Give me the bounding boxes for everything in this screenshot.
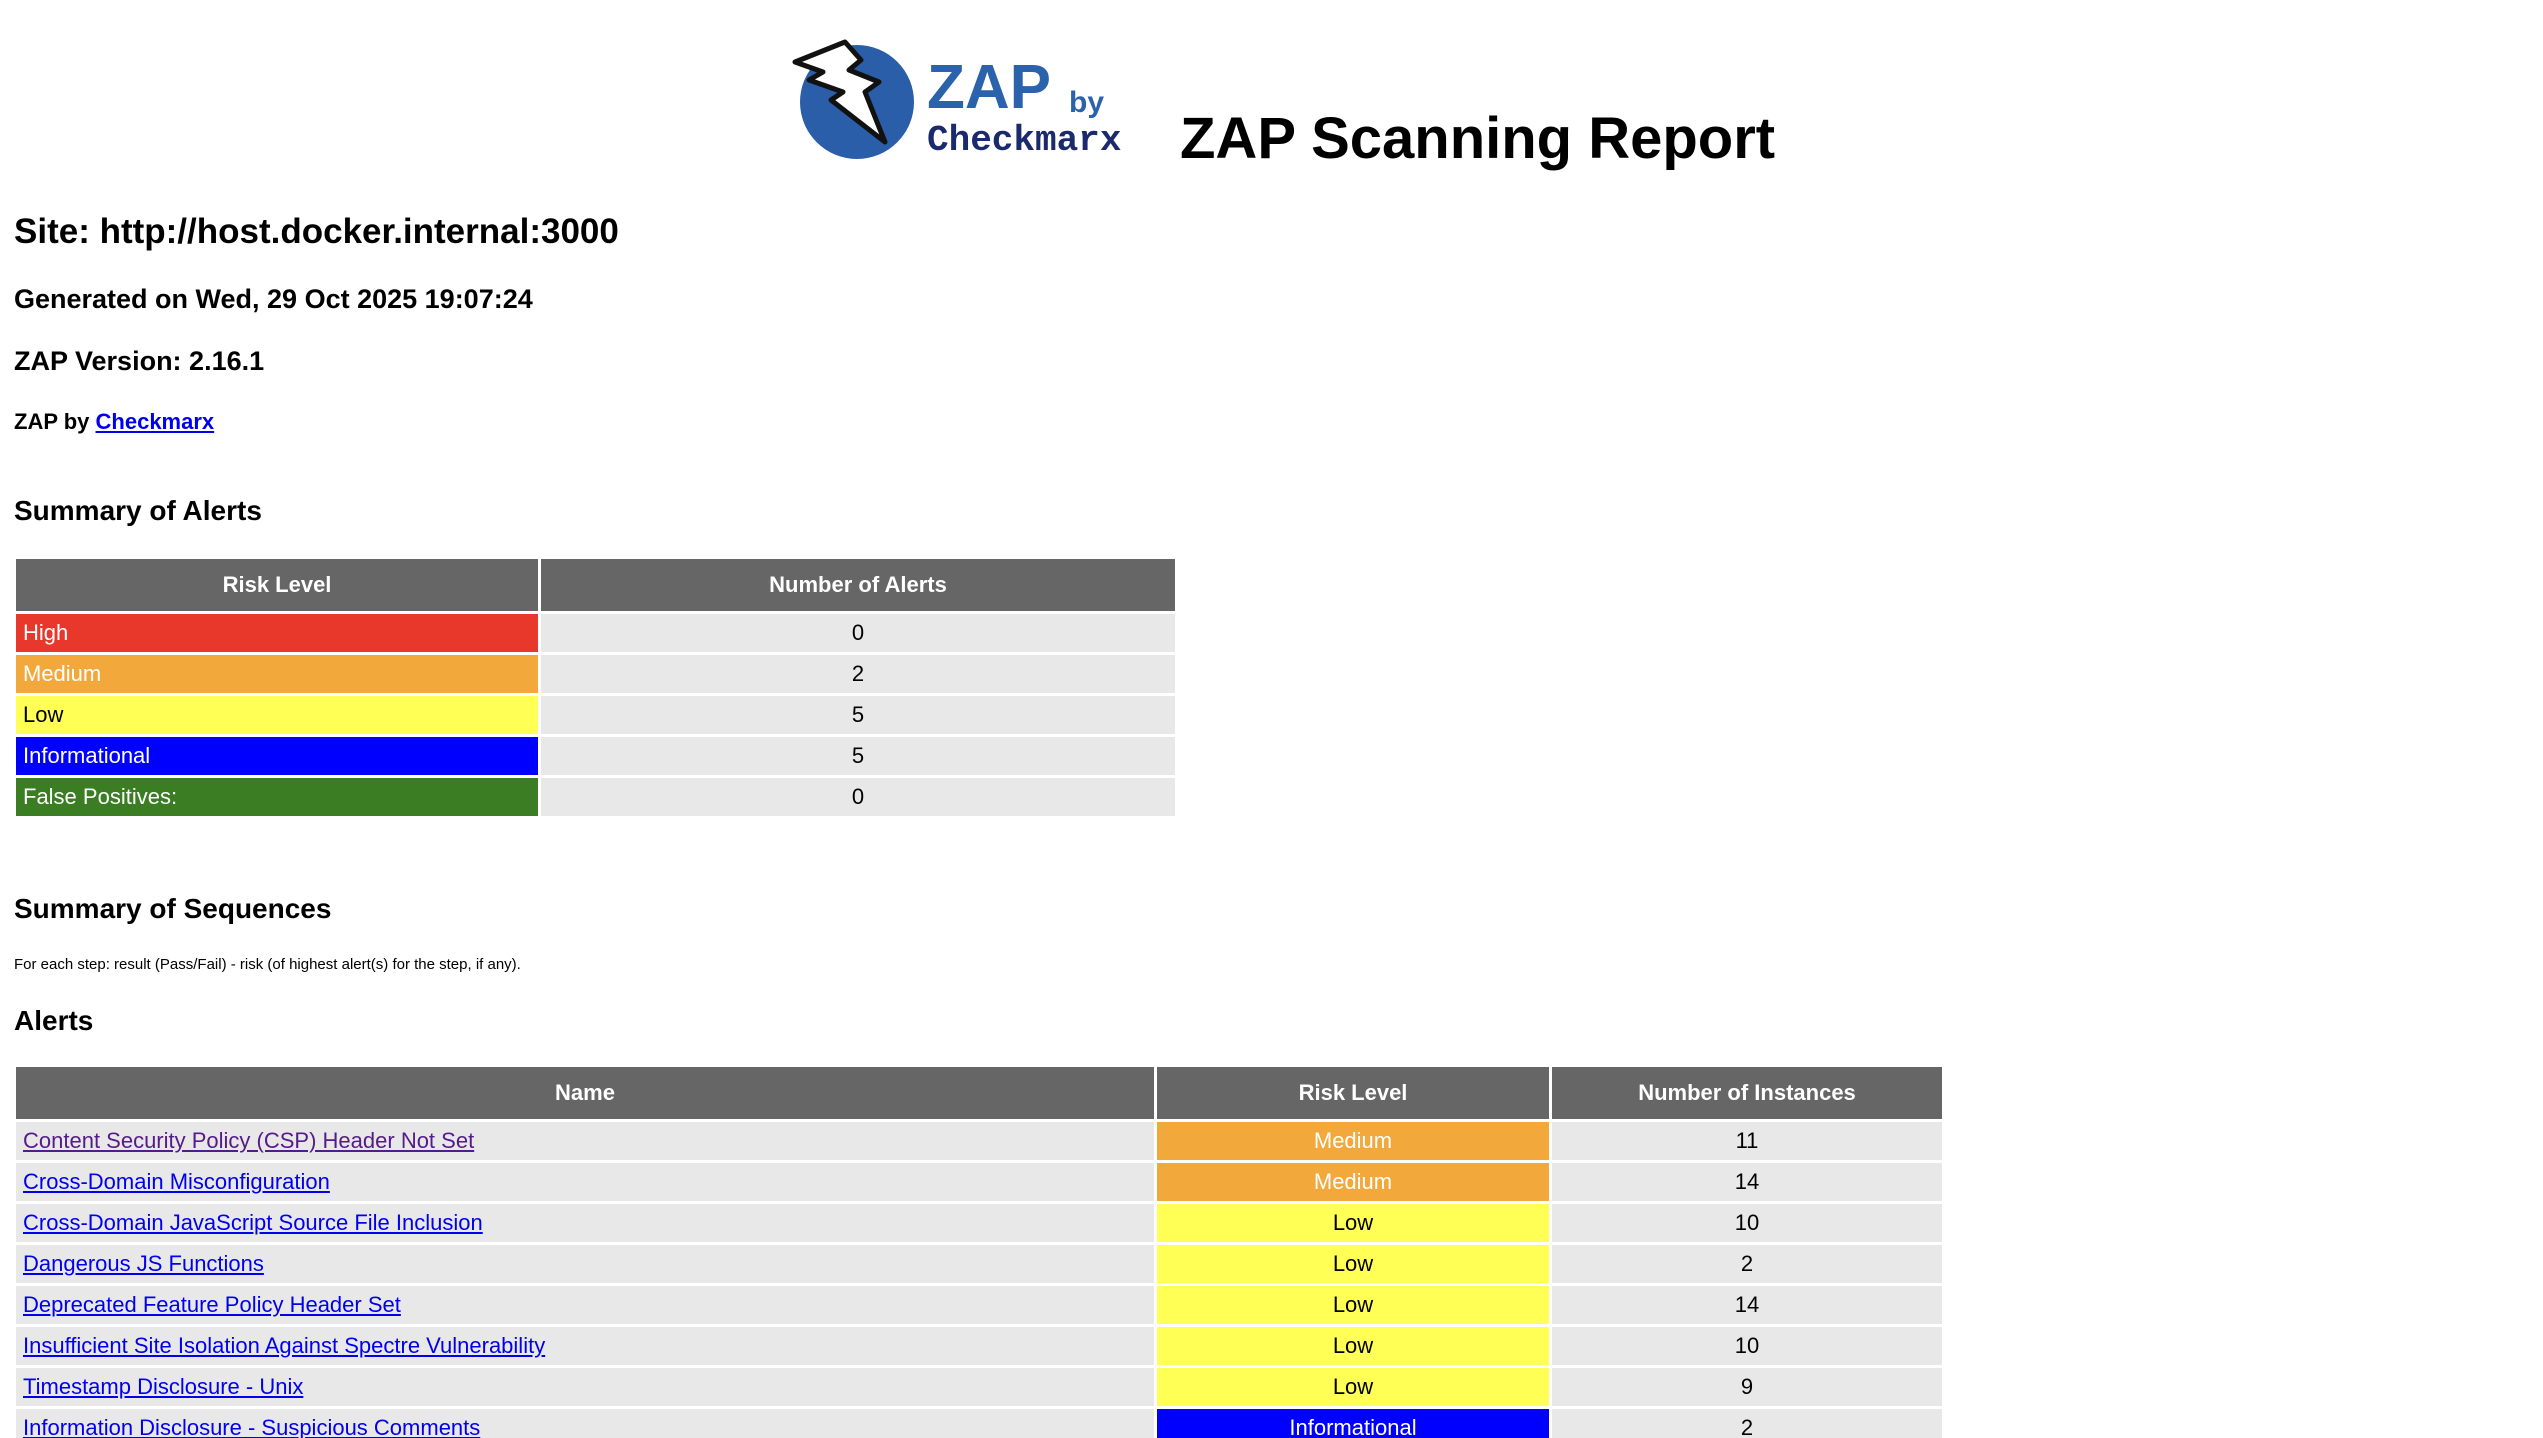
- logo-company-text: Checkmarx: [927, 120, 1121, 161]
- alert-link[interactable]: Cross-Domain Misconfiguration: [23, 1169, 330, 1194]
- alert-instances: 9: [1552, 1368, 1942, 1406]
- table-row: Timestamp Disclosure - Unix Low 9: [16, 1368, 1942, 1406]
- alert-name-cell: Dangerous JS Functions: [16, 1245, 1154, 1283]
- alert-instances: 14: [1552, 1286, 1942, 1324]
- table-row: Cross-Domain JavaScript Source File Incl…: [16, 1204, 1942, 1242]
- alert-count: 5: [541, 737, 1175, 775]
- alert-instances: 2: [1552, 1409, 1942, 1438]
- alert-risk-badge: Low: [1157, 1204, 1549, 1242]
- column-header-risk-level: Risk Level: [1157, 1067, 1549, 1119]
- alerts-heading: Alerts: [14, 1005, 94, 1036]
- table-row: Cross-Domain Misconfiguration Medium 14: [16, 1163, 1942, 1201]
- alert-instances: 11: [1552, 1122, 1942, 1160]
- byline: ZAP by Checkmarx: [14, 407, 214, 437]
- table-row: Medium 2: [16, 655, 1175, 693]
- alert-name-cell: Cross-Domain Misconfiguration: [16, 1163, 1154, 1201]
- lightning-bolt-icon: [792, 39, 888, 145]
- table-row: Low 5: [16, 696, 1175, 734]
- alert-risk-badge: Medium: [1157, 1122, 1549, 1160]
- site-heading: Site: http://host.docker.internal:3000: [14, 212, 619, 251]
- table-row: Deprecated Feature Policy Header Set Low…: [16, 1286, 1942, 1324]
- alert-risk-badge: Low: [1157, 1368, 1549, 1406]
- table-row: Information Disclosure - Suspicious Comm…: [16, 1409, 1942, 1438]
- alert-count: 2: [541, 655, 1175, 693]
- risk-level-informational: Informational: [16, 737, 538, 775]
- table-row: False Positives: 0: [16, 778, 1175, 816]
- risk-level-medium: Medium: [16, 655, 538, 693]
- summary-of-sequences-heading: Summary of Sequences: [14, 893, 332, 924]
- alert-risk-badge: Low: [1157, 1245, 1549, 1283]
- alert-count: 0: [541, 778, 1175, 816]
- alert-instances: 10: [1552, 1327, 1942, 1365]
- alert-instances: 14: [1552, 1163, 1942, 1201]
- alert-link[interactable]: Deprecated Feature Policy Header Set: [23, 1292, 401, 1317]
- table-row: Content Security Policy (CSP) Header Not…: [16, 1122, 1942, 1160]
- alert-link[interactable]: Content Security Policy (CSP) Header Not…: [23, 1128, 475, 1153]
- alert-name-cell: Information Disclosure - Suspicious Comm…: [16, 1409, 1154, 1438]
- table-row: Insufficient Site Isolation Against Spec…: [16, 1327, 1942, 1365]
- generated-heading: Generated on Wed, 29 Oct 2025 19:07:24: [14, 284, 533, 314]
- logo-by-text: by: [1069, 86, 1104, 119]
- column-header-name: Name: [16, 1067, 1154, 1119]
- alert-name-cell: Deprecated Feature Policy Header Set: [16, 1286, 1154, 1324]
- alert-link[interactable]: Dangerous JS Functions: [23, 1251, 264, 1276]
- byline-prefix: ZAP by: [14, 409, 90, 434]
- alert-name-cell: Insufficient Site Isolation Against Spec…: [16, 1327, 1154, 1365]
- risk-level-low: Low: [16, 696, 538, 734]
- alert-instances: 2: [1552, 1245, 1942, 1283]
- summary-of-alerts-table: Risk Level Number of Alerts High 0 Mediu…: [13, 556, 1178, 819]
- report-title: ZAP Scanning Report: [1180, 106, 1776, 171]
- sequences-note: For each step: result (Pass/Fail) - risk…: [14, 956, 521, 973]
- alert-link[interactable]: Cross-Domain JavaScript Source File Incl…: [23, 1210, 483, 1235]
- alert-count: 5: [541, 696, 1175, 734]
- alerts-table: Name Risk Level Number of Instances Cont…: [13, 1064, 1945, 1438]
- zap-checkmarx-logo: ZAP by Checkmarx: [787, 36, 1165, 168]
- version-heading: ZAP Version: 2.16.1: [14, 346, 265, 376]
- summary-of-alerts-heading: Summary of Alerts: [14, 495, 262, 526]
- alert-name-cell: Cross-Domain JavaScript Source File Incl…: [16, 1204, 1154, 1242]
- logo-brand-text: ZAP: [927, 53, 1051, 122]
- alert-risk-badge: Informational: [1157, 1409, 1549, 1438]
- table-row: High 0: [16, 614, 1175, 652]
- alert-link[interactable]: Insufficient Site Isolation Against Spec…: [23, 1333, 546, 1358]
- alert-count: 0: [541, 614, 1175, 652]
- logo-graphic: ZAP by Checkmarx: [792, 39, 1121, 161]
- alert-name-cell: Timestamp Disclosure - Unix: [16, 1368, 1154, 1406]
- alert-link[interactable]: Timestamp Disclosure - Unix: [23, 1374, 304, 1399]
- column-header-risk-level: Risk Level: [16, 559, 538, 611]
- risk-level-high: High: [16, 614, 538, 652]
- table-row: Informational 5: [16, 737, 1175, 775]
- alert-instances: 10: [1552, 1204, 1942, 1242]
- risk-level-false-positives: False Positives:: [16, 778, 538, 816]
- checkmarx-link[interactable]: Checkmarx: [95, 409, 215, 434]
- alert-link[interactable]: Information Disclosure - Suspicious Comm…: [23, 1415, 481, 1438]
- table-row: Dangerous JS Functions Low 2: [16, 1245, 1942, 1283]
- column-header-number-of-instances: Number of Instances: [1552, 1067, 1942, 1119]
- alert-risk-badge: Medium: [1157, 1163, 1549, 1201]
- column-header-number-of-alerts: Number of Alerts: [541, 559, 1175, 611]
- table-header-row: Risk Level Number of Alerts: [16, 559, 1175, 611]
- table-header-row: Name Risk Level Number of Instances: [16, 1067, 1942, 1119]
- alert-risk-badge: Low: [1157, 1286, 1549, 1324]
- alert-name-cell: Content Security Policy (CSP) Header Not…: [16, 1122, 1154, 1160]
- alert-risk-badge: Low: [1157, 1327, 1549, 1365]
